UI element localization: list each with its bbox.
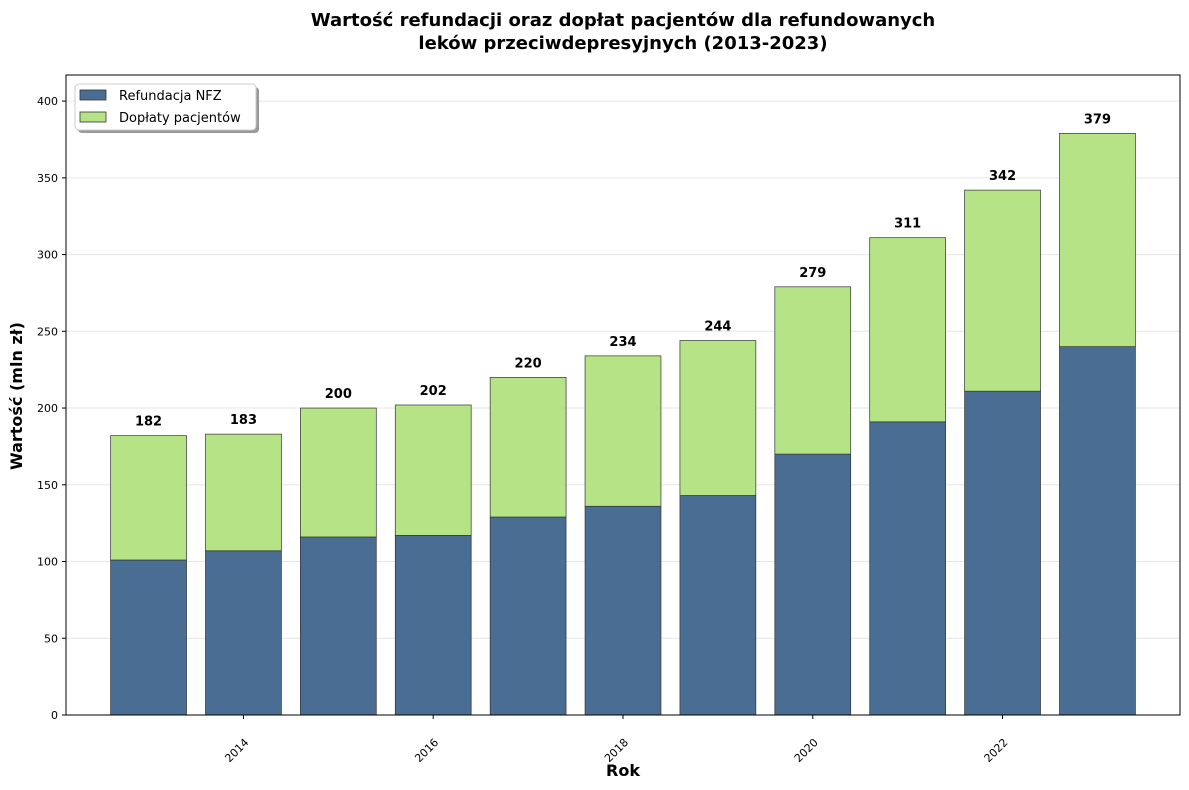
legend-swatch-doplaty-pacjentow — [79, 111, 107, 123]
bar-doplaty-pacjentow — [584, 355, 662, 507]
y-tick-label: 300 — [37, 249, 58, 262]
bar-refundacja-nfz — [205, 550, 282, 716]
legend-swatch-refundacja-nfz — [79, 89, 107, 101]
bar-refundacja-nfz — [394, 535, 472, 716]
bar-doplaty-pacjentow — [869, 237, 946, 423]
x-tick-label: 2014 — [222, 736, 251, 765]
bar-doplaty-pacjentow — [774, 286, 852, 455]
bar-total-label: 202 — [420, 384, 447, 399]
bar-refundacja-nfz — [964, 390, 1041, 716]
y-tick-label: 0 — [51, 709, 58, 722]
y-tick-label: 200 — [37, 402, 58, 415]
bar-total-label: 279 — [799, 266, 826, 281]
legend-box — [74, 83, 257, 131]
chart-title-line-2: leków przeciwdepresyjnych (2013-2023) — [418, 33, 827, 54]
bar-doplaty-pacjentow — [964, 189, 1041, 392]
bars — [110, 132, 1136, 716]
bar-refundacja-nfz — [489, 516, 567, 716]
y-tick-label: 100 — [37, 556, 58, 569]
bar-total-label: 244 — [704, 320, 731, 335]
bar-doplaty-pacjentow — [679, 340, 757, 496]
y-tick-label: 150 — [37, 479, 58, 492]
bar-refundacja-nfz — [584, 505, 662, 716]
total-labels: 182 183 200 202 220 234 244 279 311 342 379 — [135, 112, 1111, 429]
bar-total-label: 200 — [325, 387, 352, 402]
bar-refundacja-nfz — [300, 536, 377, 716]
x-axis-label: Rok — [606, 761, 640, 780]
y-axis-label: Wartość (mln zł) — [7, 322, 26, 470]
bar-total-label: 220 — [515, 356, 542, 371]
chart-title-line-1: Wartość refundacji oraz dopłat pacjentów… — [311, 10, 936, 31]
bar-total-label: 234 — [609, 335, 636, 350]
bar-doplaty-pacjentow — [489, 377, 567, 518]
x-tick-label: 2020 — [792, 736, 821, 765]
bar-total-label: 311 — [894, 217, 921, 232]
bar-total-label: 342 — [989, 169, 1016, 184]
legend-label-refundacja-nfz: Refundacja NFZ — [119, 89, 222, 104]
y-tick-label: 350 — [37, 172, 58, 185]
bar-total-label: 379 — [1084, 112, 1111, 127]
bar-doplaty-pacjentow — [110, 435, 187, 561]
legend: Refundacja NFZ Dopłaty pacjentów — [74, 83, 259, 133]
x-tick-label: 2022 — [982, 736, 1011, 765]
bar-refundacja-nfz — [1059, 346, 1136, 716]
bar-refundacja-nfz — [110, 559, 187, 716]
y-axis-ticks: 0 50 100 150 200 250 300 350 400 — [37, 95, 66, 722]
bar-refundacja-nfz — [679, 495, 757, 716]
y-tick-label: 250 — [37, 325, 58, 338]
bar-total-label: 182 — [135, 415, 162, 430]
bar-doplaty-pacjentow — [1059, 132, 1136, 348]
x-axis-ticks: 2014 2016 2018 2020 2022 — [222, 715, 1011, 765]
bar-doplaty-pacjentow — [205, 433, 282, 552]
y-tick-label: 400 — [37, 95, 58, 108]
bar-doplaty-pacjentow — [300, 407, 377, 538]
bar-refundacja-nfz — [774, 453, 852, 716]
legend-label-doplaty-pacjentow: Dopłaty pacjentów — [119, 111, 241, 126]
bar-total-label: 183 — [230, 413, 257, 428]
x-tick-label: 2016 — [412, 736, 441, 765]
bar-doplaty-pacjentow — [394, 404, 472, 536]
y-tick-label: 50 — [44, 632, 58, 645]
bar-refundacja-nfz — [869, 421, 946, 716]
